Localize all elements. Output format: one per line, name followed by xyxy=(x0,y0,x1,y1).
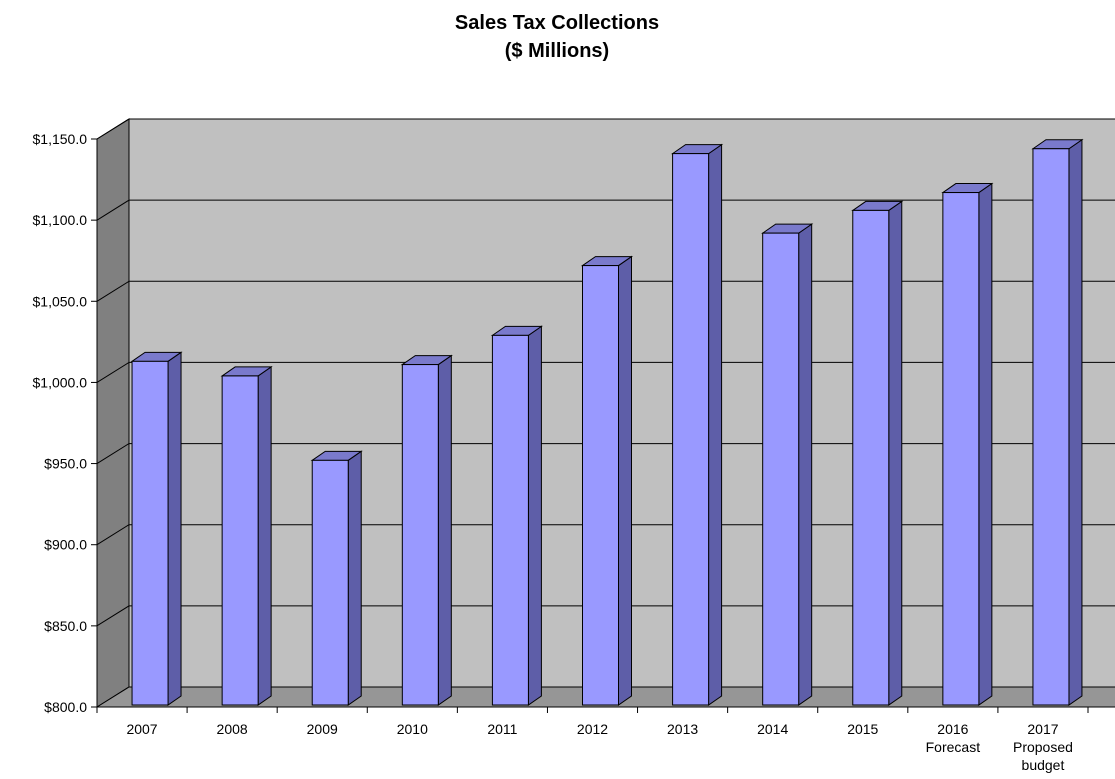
bar-front xyxy=(1032,148,1070,706)
bar-front xyxy=(582,265,619,706)
bar xyxy=(220,365,273,706)
chart-subtitle: ($ Millions) xyxy=(505,40,609,62)
bar-front xyxy=(131,360,169,706)
bar-side xyxy=(798,223,813,706)
bars xyxy=(130,138,1084,706)
x-tick-label: 2013 xyxy=(667,721,698,737)
gridline-side xyxy=(96,280,130,302)
y-tick-label: $800.0 xyxy=(44,699,87,715)
gridline-side xyxy=(96,524,130,546)
gridline-side xyxy=(96,118,130,140)
bar-side xyxy=(618,255,632,706)
bar-front xyxy=(852,209,890,706)
bar xyxy=(580,255,634,706)
y-tick-label: $900.0 xyxy=(44,537,87,553)
x-tick-label: 2011 xyxy=(487,721,517,737)
bar-side xyxy=(257,365,272,706)
x-axis: 2007 2008 2009 2010 2011 2012 2013 2014 2015 2016… xyxy=(96,706,1089,773)
x-tick-label: 2010 xyxy=(397,721,428,737)
bar xyxy=(310,450,363,706)
x-tick-label: 2014 xyxy=(757,721,788,737)
chart-title: Sales Tax Collections xyxy=(455,12,659,34)
x-tick-label: Proposed xyxy=(1013,739,1073,755)
bar-side xyxy=(978,182,993,706)
bar-front xyxy=(311,459,349,706)
bar-front xyxy=(762,232,800,706)
bar-side xyxy=(437,354,452,706)
side-wall xyxy=(96,118,130,708)
x-tick-label: Forecast xyxy=(926,739,981,755)
bar xyxy=(400,354,453,706)
x-tick-label: 2009 xyxy=(307,721,338,737)
bar-front xyxy=(491,334,529,706)
y-tick-label: $950.0 xyxy=(44,456,87,472)
bar-front xyxy=(672,153,710,706)
y-tick-label: $1,000.0 xyxy=(33,374,88,390)
bar-front xyxy=(221,375,259,706)
bar-side xyxy=(527,325,542,706)
x-tick-label: 2008 xyxy=(217,721,248,737)
bar-side xyxy=(347,450,362,706)
bar-front xyxy=(942,192,980,706)
gridline-side xyxy=(96,605,130,627)
x-tick-label: 2012 xyxy=(577,721,608,737)
y-axis: $800.0 $850.0 $900.0 $950.0 $1,000.0 $1,050.0… xyxy=(33,131,98,715)
bar-side xyxy=(1068,138,1083,706)
bar xyxy=(490,325,544,706)
y-tick-label: $850.0 xyxy=(44,618,87,634)
bar-front xyxy=(401,364,439,706)
gridline-side xyxy=(96,199,130,221)
x-tick-label: 2015 xyxy=(847,721,878,737)
y-tick-label: $1,150.0 xyxy=(33,131,88,147)
x-tick-label: 2007 xyxy=(126,721,157,737)
y-tick-label: $1,050.0 xyxy=(33,293,88,309)
bar xyxy=(851,200,904,706)
gridline-side xyxy=(96,443,130,464)
bar xyxy=(1031,138,1084,706)
x-tick-label: 2017 xyxy=(1027,721,1058,737)
x-tick-label: budget xyxy=(1022,757,1065,773)
bar-side xyxy=(888,200,903,706)
bar-side xyxy=(708,143,723,706)
bar-side xyxy=(167,351,182,706)
bar xyxy=(941,182,994,706)
y-tick-label: $1,100.0 xyxy=(33,212,88,228)
bar xyxy=(670,143,724,706)
x-tick-label: 2016 xyxy=(937,721,968,737)
gridline-side xyxy=(96,362,130,383)
bar xyxy=(761,223,814,706)
bar xyxy=(130,351,183,706)
